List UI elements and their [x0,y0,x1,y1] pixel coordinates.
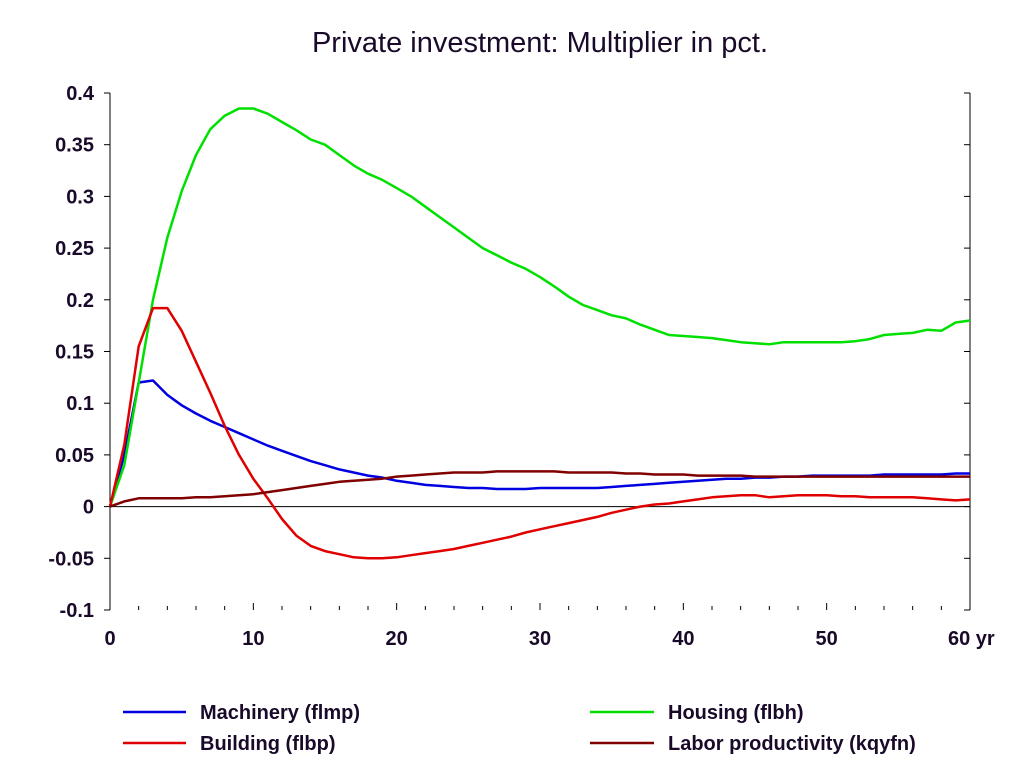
x-tick-label: 10 [242,628,264,650]
x-tick-label: 0 [104,628,115,650]
y-tick-label: 0.25 [55,238,94,260]
y-tick-label: -0.1 [60,600,94,622]
y-tick-label: -0.05 [48,548,94,570]
legend-label: Machinery (flmp) [200,702,360,724]
y-tick-label: 0.1 [66,393,94,415]
series-line-1 [108,379,970,507]
y-tick-label: 0.4 [66,83,95,105]
legend-label: Labor productivity (kqyfn) [668,733,916,755]
x-tick-label: 30 [529,628,551,650]
y-tick-label: 0.15 [55,342,94,364]
chart-title: Private investment: Multiplier in pct. [312,27,768,59]
y-tick-label: 0.05 [55,445,94,467]
x-tick-label: 20 [386,628,408,650]
x-tick-label: 60 yr [948,628,995,650]
legend-label: Housing (flbh) [668,702,804,724]
y-tick-label: 0.35 [55,135,94,157]
series-line-4 [109,470,970,508]
series-lines [108,107,971,560]
series-line-3 [108,306,971,560]
series-line-2 [108,107,971,508]
x-tick-label: 50 [816,628,838,650]
legend-label: Building (flbp) [200,733,336,755]
legend: Machinery (flmp) Housing (flbh) Building (… [123,702,916,755]
y-tick-label: 0 [83,497,94,519]
x-tick-label: 40 [672,628,694,650]
axes: -0.1 -0.05 0 0.05 0.1 0.15 0.2 0.25 0.3 0.35 0.4 0 1… [48,83,995,650]
y-tick-label: 0.3 [66,186,94,208]
y-tick-label: 0.2 [66,290,94,312]
